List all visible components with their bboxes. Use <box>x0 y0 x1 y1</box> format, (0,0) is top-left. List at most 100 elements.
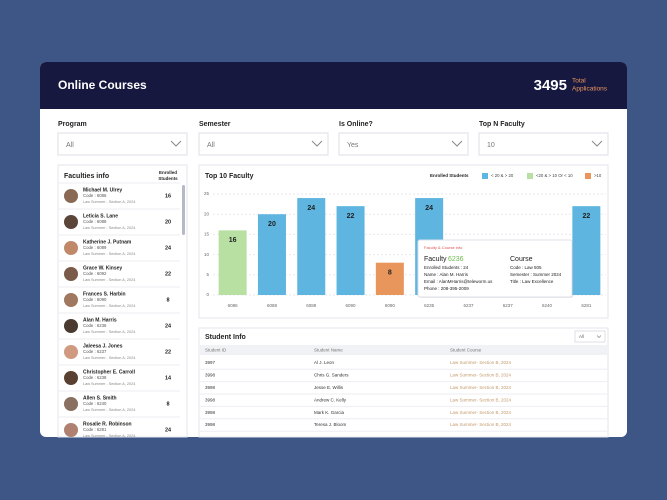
table-cell: 3998 <box>205 385 216 390</box>
x-tick-label: 6240 <box>542 303 553 308</box>
avatar <box>64 345 78 359</box>
dropdown[interactable] <box>574 330 606 343</box>
faculty-panel <box>57 164 188 438</box>
y-tick-label: 20 <box>204 211 210 216</box>
bar <box>336 206 365 295</box>
avatar <box>64 397 78 411</box>
dropdown[interactable] <box>57 132 188 156</box>
x-tick-label: 6089 <box>306 303 317 308</box>
faculty-name: Allen S. Smith <box>83 395 117 401</box>
faculty-name: Michael M. Ulrey <box>83 187 122 193</box>
tooltip-line: Code : Law 505 <box>510 265 542 270</box>
table-cell: Law Summer- Section B, 2024 <box>450 373 512 378</box>
faculty-name: Jaleesa J. Jones <box>83 343 123 349</box>
legend-title: Enrolled Students <box>430 173 469 178</box>
bar <box>218 230 247 295</box>
enrolled-count: 22 <box>165 271 171 277</box>
bar <box>572 206 601 295</box>
scrollbar[interactable] <box>182 185 185 235</box>
faculty-name: Leticia S. Lane <box>83 213 118 219</box>
enrolled-count: 24 <box>165 245 172 251</box>
x-tick-label: 6086 <box>228 303 239 308</box>
avatar <box>64 423 78 437</box>
enrolled-count: 24 <box>165 427 172 433</box>
x-tick-label: 6235 <box>424 303 435 308</box>
faculty-section: Law Summer - Section A, 2024 <box>83 356 135 360</box>
dropdown[interactable] <box>338 132 469 156</box>
avatar <box>64 189 78 203</box>
column-header: Students <box>158 176 178 181</box>
avatar <box>64 215 78 229</box>
total-label: Total <box>572 78 586 85</box>
faculty-section: Law Summer - Section A, 2024 <box>83 434 135 438</box>
faculty-name: Christopher E. Carroll <box>83 369 136 375</box>
enrolled-count: 24 <box>165 323 172 329</box>
panel-title: Faculties info <box>64 173 109 180</box>
filter-label: Program <box>58 121 87 128</box>
dropdown[interactable] <box>198 132 329 156</box>
dropdown[interactable] <box>478 132 609 156</box>
student-panel <box>198 327 609 438</box>
legend-label: <20 & > 10 Or < 10 <box>536 173 573 178</box>
x-tick-label: 6237 <box>463 303 474 308</box>
legend-swatch <box>527 173 533 179</box>
faculty-section: Law Summer - Section A, 2024 <box>83 200 135 204</box>
table-header <box>199 345 608 355</box>
chevron <box>591 140 603 147</box>
legend-swatch <box>482 173 488 179</box>
tooltip-title: Faculty & Course info <box>424 245 463 250</box>
faculty-code: Code : 6240 <box>83 401 107 406</box>
chart-title: Top 10 Faculty <box>205 173 254 180</box>
x-tick-label: 6090 <box>346 303 357 308</box>
enrolled-count: 14 <box>165 375 172 381</box>
chevron <box>170 140 182 147</box>
faculty-code: Code : 6088 <box>83 219 107 224</box>
chevron <box>311 140 323 147</box>
x-tick-label: 6090 <box>385 303 396 308</box>
tooltip-line: Name : Alan M. Harris <box>424 272 469 277</box>
faculty-name: Grace W. Kinsey <box>83 265 122 271</box>
faculty-code: Code : 6092 <box>83 271 107 276</box>
enrolled-count: 16 <box>165 193 171 199</box>
column-header: Student Course <box>450 348 482 353</box>
bar-value-label: 22 <box>347 213 355 220</box>
filter-label: Semester <box>199 121 231 128</box>
chevron <box>451 140 463 147</box>
y-tick-label: 5 <box>206 272 209 277</box>
table-cell: Jesse E. Willis <box>314 385 344 390</box>
table-cell: Andrew C. Kelly <box>314 397 347 402</box>
avatar <box>64 267 78 281</box>
y-tick-label: 0 <box>206 292 209 297</box>
faculty-section: Law Summer - Section A, 2024 <box>83 408 135 412</box>
column-header: Student Name <box>314 348 343 353</box>
column-header: Student ID <box>205 348 227 353</box>
tooltip-line: Title : Law Excellence <box>510 279 554 284</box>
table-cell: Law Summer- Section B, 2024 <box>450 397 512 402</box>
page-title: Online Courses <box>58 78 147 92</box>
table-cell: 3997 <box>205 360 216 365</box>
enrolled-count: 8 <box>166 297 169 303</box>
avatar <box>64 293 78 307</box>
legend-label: >10 <box>594 173 602 178</box>
faculty-name: Rosalie R. Robinson <box>83 421 132 427</box>
tooltip-line: Enrolled Students : 24 <box>424 265 469 270</box>
x-tick-label: 6237 <box>503 303 514 308</box>
table-cell: Law Summer- Section B, 2024 <box>450 410 512 415</box>
faculty-code: Code : 6086 <box>83 193 107 198</box>
bar-value-label: 22 <box>582 213 590 220</box>
chevron <box>596 335 602 338</box>
table-cell: Law Summer- Section B, 2024 <box>450 385 512 390</box>
enrolled-count: 22 <box>165 349 171 355</box>
tooltip-line: Phone : 208-395-2009 <box>424 286 469 291</box>
table-cell: Law Summer- Section B, 2024 <box>450 422 512 427</box>
faculty-name: Alan M. Harris <box>83 317 117 323</box>
x-tick-label: 6281 <box>581 303 592 308</box>
table-cell: 3998 <box>205 373 216 378</box>
tooltip <box>417 239 573 298</box>
faculty-name: Katherine J. Putnam <box>83 239 132 245</box>
filter-label: Is Online? <box>339 121 373 128</box>
tooltip-faculty-code: 6236 <box>448 256 464 263</box>
enrolled-count: 8 <box>166 401 169 407</box>
dropdown-value: All <box>207 142 215 149</box>
